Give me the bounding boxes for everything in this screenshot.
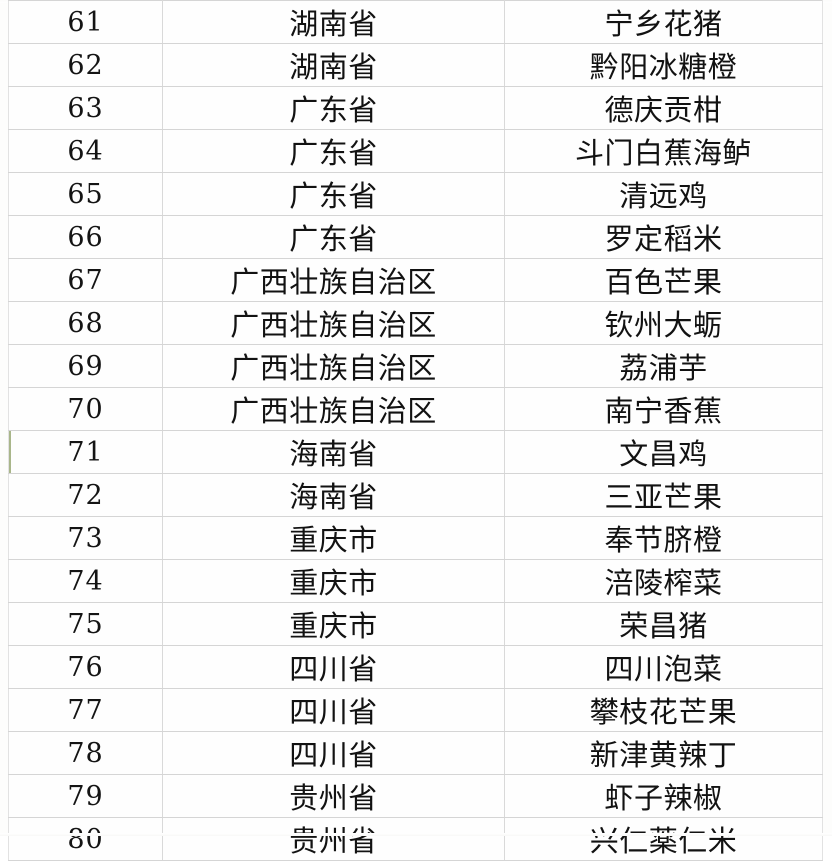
cell-province[interactable]: 重庆市 [162,516,505,560]
cell-province[interactable]: 海南省 [162,473,505,517]
table-row[interactable]: 61 湖南省 宁乡花猪 [8,0,823,44]
table-row[interactable]: 64 广东省 斗门白蕉海鲈 [8,129,823,173]
cell-province[interactable]: 海南省 [162,430,505,474]
cell-product[interactable]: 文昌鸡 [504,430,823,474]
cell-product[interactable]: 百色芒果 [504,258,823,302]
cell-product[interactable]: 新津黄辣丁 [504,731,823,775]
table-row[interactable]: 73 重庆市 奉节脐橙 [8,516,823,560]
table-row[interactable]: 75 重庆市 荣昌猪 [8,602,823,646]
table-row[interactable]: 67 广西壮族自治区 百色芒果 [8,258,823,302]
table-row[interactable]: 80 贵州省 兴仁薬仁米 [8,817,823,861]
cell-province[interactable]: 重庆市 [162,602,505,646]
cell-index[interactable]: 66 [8,215,163,259]
table-row[interactable]: 74 重庆市 涪陵榨菜 [8,559,823,603]
cell-index[interactable]: 64 [8,129,163,173]
cell-province[interactable]: 湖南省 [162,0,505,44]
cell-province[interactable]: 广西壮族自治区 [162,344,505,388]
cell-index[interactable]: 78 [8,731,163,775]
cell-product[interactable]: 清远鸡 [504,172,823,216]
cell-index[interactable]: 73 [8,516,163,560]
cell-index[interactable]: 68 [8,301,163,345]
cell-index[interactable]: 71 [8,430,163,474]
table-row[interactable]: 72 海南省 三亚芒果 [8,473,823,517]
table-row[interactable]: 66 广东省 罗定稻米 [8,215,823,259]
cell-index[interactable]: 75 [8,602,163,646]
table-body: 61 湖南省 宁乡花猪 62 湖南省 黔阳冰糖橙 63 广东省 德庆贡柑 64 广东省 斗门白蕉海鲈 6… [8,0,823,861]
table-row[interactable]: 63 广东省 德庆贡柑 [8,86,823,130]
cell-product[interactable]: 四川泡菜 [504,645,823,689]
cell-index[interactable]: 72 [8,473,163,517]
cell-product[interactable]: 南宁香蕉 [504,387,823,431]
cell-product[interactable]: 涪陵榨菜 [504,559,823,603]
cell-index[interactable]: 62 [8,43,163,87]
cell-index[interactable]: 63 [8,86,163,130]
cell-province[interactable]: 广西壮族自治区 [162,258,505,302]
cell-product[interactable]: 宁乡花猪 [504,0,823,44]
cell-province[interactable]: 重庆市 [162,559,505,603]
cell-product[interactable]: 兴仁薬仁米 [504,817,823,861]
cell-product[interactable]: 罗定稻米 [504,215,823,259]
cell-province[interactable]: 贵州省 [162,774,505,818]
table-row[interactable]: 78 四川省 新津黄辣丁 [8,731,823,775]
cell-province[interactable]: 广东省 [162,86,505,130]
cell-product[interactable]: 德庆贡柑 [504,86,823,130]
cell-product[interactable]: 黔阳冰糖橙 [504,43,823,87]
table-row[interactable]: 77 四川省 攀枝花芒果 [8,688,823,732]
cell-index[interactable]: 61 [8,0,163,44]
table-row[interactable]: 76 四川省 四川泡菜 [8,645,823,689]
cell-province[interactable]: 广西壮族自治区 [162,387,505,431]
cell-product[interactable]: 攀枝花芒果 [504,688,823,732]
table-row[interactable]: 71 海南省 文昌鸡 [8,430,823,474]
cell-product[interactable]: 荣昌猪 [504,602,823,646]
cell-index[interactable]: 79 [8,774,163,818]
table-row[interactable]: 68 广西壮族自治区 钦州大蛎 [8,301,823,345]
cell-product[interactable]: 奉节脐橙 [504,516,823,560]
cell-product[interactable]: 斗门白蕉海鲈 [504,129,823,173]
table-row[interactable]: 79 贵州省 虾子辣椒 [8,774,823,818]
cell-product[interactable]: 三亚芒果 [504,473,823,517]
table-row[interactable]: 62 湖南省 黔阳冰糖橙 [8,43,823,87]
cell-product[interactable]: 荔浦芋 [504,344,823,388]
cell-index[interactable]: 80 [8,817,163,861]
cell-province[interactable]: 湖南省 [162,43,505,87]
cell-province[interactable]: 广东省 [162,172,505,216]
cell-province[interactable]: 广西壮族自治区 [162,301,505,345]
cell-index[interactable]: 77 [8,688,163,732]
cell-province[interactable]: 四川省 [162,645,505,689]
cell-product[interactable]: 虾子辣椒 [504,774,823,818]
table-row[interactable]: 65 广东省 清远鸡 [8,172,823,216]
cell-province[interactable]: 广东省 [162,129,505,173]
table-row[interactable]: 70 广西壮族自治区 南宁香蕉 [8,387,823,431]
table-row[interactable]: 69 广西壮族自治区 荔浦芋 [8,344,823,388]
cell-province[interactable]: 贵州省 [162,817,505,861]
cell-index[interactable]: 69 [8,344,163,388]
data-table: 61 湖南省 宁乡花猪 62 湖南省 黔阳冰糖橙 63 广东省 德庆贡柑 64 广东省 斗门白蕉海鲈 6… [8,0,823,861]
cell-index[interactable]: 65 [8,172,163,216]
cell-province[interactable]: 四川省 [162,731,505,775]
cell-product[interactable]: 钦州大蛎 [504,301,823,345]
cell-province[interactable]: 广东省 [162,215,505,259]
cell-index[interactable]: 76 [8,645,163,689]
cell-index[interactable]: 70 [8,387,163,431]
cell-index[interactable]: 74 [8,559,163,603]
cell-index[interactable]: 67 [8,258,163,302]
cell-province[interactable]: 四川省 [162,688,505,732]
